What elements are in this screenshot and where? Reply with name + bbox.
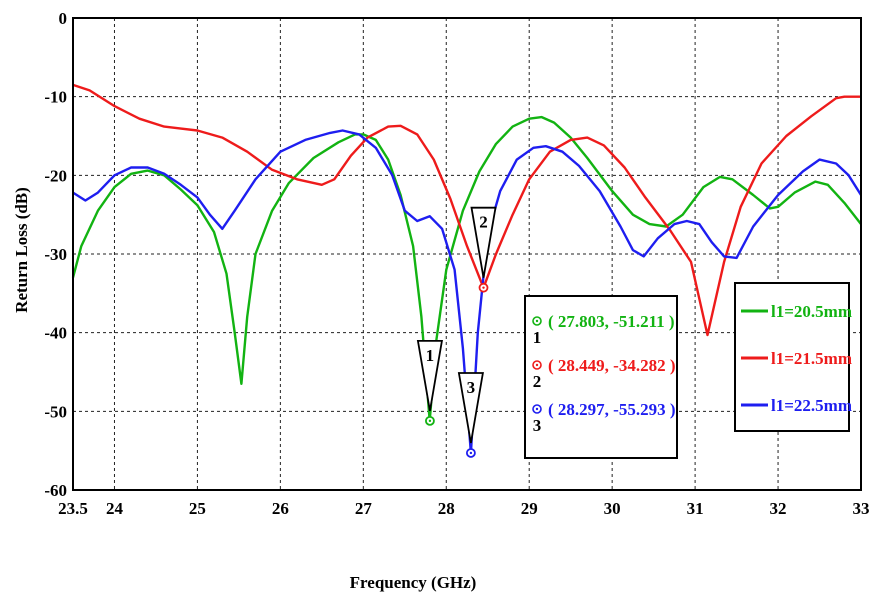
marker-1[interactable]: 1 bbox=[416, 339, 443, 426]
marker-row-1: 1 ( 27.803, -51.211 ) bbox=[532, 312, 675, 347]
marker-flags: 1 2 3 bbox=[416, 206, 497, 458]
marker-row-value: ( 28.297, -55.293 ) bbox=[548, 400, 675, 419]
marker-row-2: 2 ( 28.449, -34.282 ) bbox=[532, 356, 675, 391]
marker-dot-center bbox=[482, 286, 485, 289]
marker-row-value: ( 27.803, -51.211 ) bbox=[548, 312, 675, 331]
y-axis-label: Return Loss (dB) bbox=[12, 187, 31, 313]
legend-label: l1=20.5mm bbox=[771, 302, 852, 321]
x-axis-label: Frequency (GHz) bbox=[350, 573, 477, 592]
x-tick-label: 29 bbox=[521, 499, 538, 518]
marker-row-value: ( 28.449, -34.282 ) bbox=[548, 356, 675, 375]
x-tick-label: 26 bbox=[272, 499, 289, 518]
marker-3[interactable]: 3 bbox=[457, 372, 484, 458]
marker-flag bbox=[470, 206, 497, 278]
y-tick-label: -50 bbox=[44, 402, 67, 421]
marker-row-id: 2 bbox=[533, 372, 542, 391]
marker-2[interactable]: 2 bbox=[470, 206, 497, 293]
marker-row-symbol-center bbox=[535, 319, 539, 323]
y-tick-labels: 0 -10 -20 -30 -40 -50 -60 bbox=[44, 9, 67, 500]
y-tick-label: -10 bbox=[44, 88, 67, 107]
y-tick-label: -20 bbox=[44, 166, 67, 185]
marker-dot-center bbox=[469, 451, 473, 455]
x-tick-label: 25 bbox=[189, 499, 206, 518]
marker-row-id: 1 bbox=[533, 328, 542, 347]
marker-rows: 1 ( 27.803, -51.211 ) 2 ( 28.449, -34.282 )… bbox=[532, 312, 675, 435]
marker-row-id: 3 bbox=[533, 416, 542, 435]
marker-flag bbox=[457, 372, 484, 444]
marker-row-symbol-center bbox=[535, 407, 539, 411]
marker-flag bbox=[416, 339, 443, 412]
x-tick-label: 28 bbox=[438, 499, 455, 518]
y-tick-label: -60 bbox=[44, 481, 67, 500]
marker-flag-label: 3 bbox=[467, 378, 476, 397]
legend-entry-2[interactable]: l1=21.5mm bbox=[741, 349, 852, 368]
x-tick-label: 32 bbox=[770, 499, 787, 518]
x-tick-label: 33 bbox=[853, 499, 869, 518]
marker-row-symbol-center bbox=[535, 363, 539, 367]
legend-rows: l1=20.5mm l1=21.5mm l1=22.5mm bbox=[741, 302, 852, 415]
legend-entry-1[interactable]: l1=20.5mm bbox=[741, 302, 852, 321]
grid bbox=[73, 18, 861, 490]
legend[interactable]: l1=20.5mm l1=21.5mm l1=22.5mm bbox=[734, 282, 852, 432]
marker-flag-label: 1 bbox=[426, 346, 435, 365]
x-tick-label: 30 bbox=[604, 499, 621, 518]
y-tick-label: -30 bbox=[44, 245, 67, 264]
marker-row-3: 3 ( 28.297, -55.293 ) bbox=[532, 400, 675, 435]
legend-entry-3[interactable]: l1=22.5mm bbox=[741, 396, 852, 415]
marker-readout-box: 1 ( 27.803, -51.211 ) 2 ( 28.449, -34.282 )… bbox=[524, 295, 678, 459]
legend-label: l1=21.5mm bbox=[771, 349, 852, 368]
marker-flag-label: 2 bbox=[479, 213, 488, 232]
y-tick-label: -40 bbox=[44, 324, 67, 343]
x-tick-label: 27 bbox=[355, 499, 373, 518]
marker-dot-center bbox=[428, 419, 432, 423]
x-tick-label: 31 bbox=[687, 499, 704, 518]
x-tick-labels: 23.5 24 25 26 27 28 29 30 31 32 33 bbox=[58, 499, 869, 518]
legend-label: l1=22.5mm bbox=[771, 396, 852, 415]
marker-box-frame bbox=[524, 295, 678, 459]
y-tick-label: 0 bbox=[59, 9, 68, 28]
x-tick-label: 23.5 bbox=[58, 499, 88, 518]
x-tick-label: 24 bbox=[106, 499, 124, 518]
plot-frame bbox=[72, 17, 862, 491]
